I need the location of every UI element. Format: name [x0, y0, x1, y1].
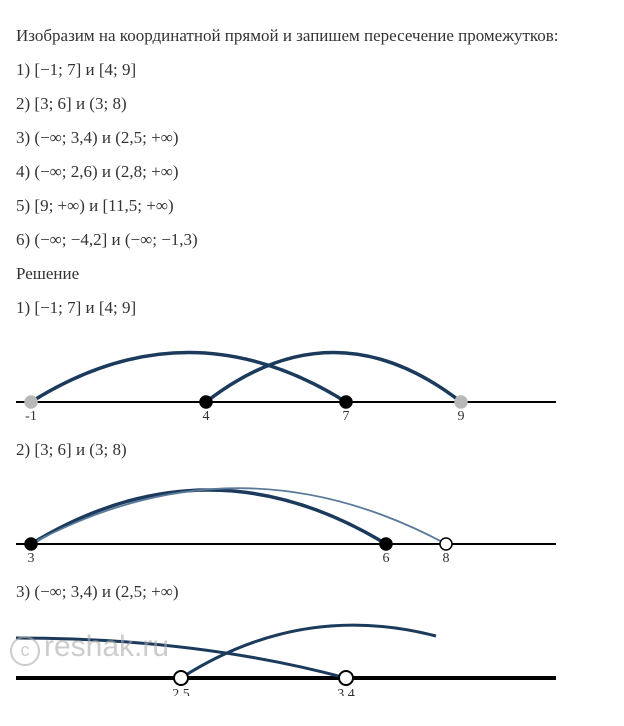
svg-text:4: 4	[203, 409, 210, 422]
item-2: 2) [3; 6] и (3; 8)	[16, 94, 608, 114]
diagram-2: 3 6 8	[16, 474, 608, 564]
diagram-1: -1 4 7 9	[16, 332, 608, 422]
diagram-3: 2,5 3,4	[16, 616, 608, 696]
svg-text:7: 7	[343, 409, 350, 422]
svg-text:6: 6	[383, 551, 390, 564]
solution-item-1: 1) [−1; 7] и [4; 9]	[16, 298, 608, 318]
svg-text:-1: -1	[25, 409, 37, 422]
solution-heading: Решение	[16, 264, 608, 284]
item-3: 3) (−∞; 3,4) и (2,5; +∞)	[16, 128, 608, 148]
svg-text:3,4: 3,4	[337, 687, 355, 696]
svg-text:8: 8	[443, 551, 450, 564]
intro-text: Изобразим на координатной прямой и запиш…	[16, 26, 608, 46]
item-5: 5) [9; +∞) и [11,5; +∞)	[16, 196, 608, 216]
item-1: 1) [−1; 7] и [4; 9]	[16, 60, 608, 80]
solution-item-2: 2) [3; 6] и (3; 8)	[16, 440, 608, 460]
item-6: 6) (−∞; −4,2] и (−∞; −1,3)	[16, 230, 608, 250]
item-4: 4) (−∞; 2,6) и (2,8; +∞)	[16, 162, 608, 182]
svg-text:9: 9	[458, 409, 465, 422]
solution-item-3: 3) (−∞; 3,4) и (2,5; +∞)	[16, 582, 608, 602]
svg-text:3: 3	[28, 551, 35, 564]
svg-text:2,5: 2,5	[172, 687, 190, 696]
